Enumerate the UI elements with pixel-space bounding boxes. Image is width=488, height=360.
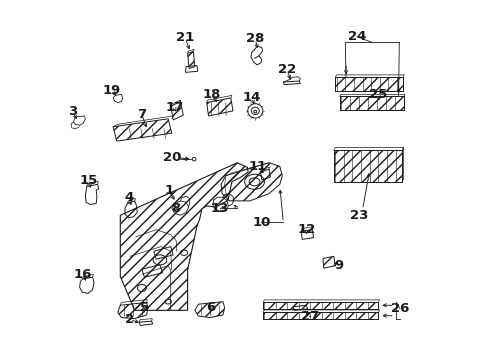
Text: 17: 17 (165, 101, 183, 114)
Text: 23: 23 (349, 209, 367, 222)
Text: 15: 15 (80, 174, 98, 187)
Text: 27: 27 (300, 310, 319, 323)
Text: 26: 26 (390, 302, 408, 315)
Text: 11: 11 (248, 160, 267, 173)
Text: 14: 14 (242, 91, 261, 104)
Text: 5: 5 (140, 301, 149, 314)
Text: 6: 6 (206, 301, 215, 314)
Text: 12: 12 (297, 223, 315, 236)
Text: 24: 24 (347, 30, 365, 43)
Text: 10: 10 (252, 216, 270, 229)
Text: 2: 2 (125, 313, 134, 326)
Text: 20: 20 (162, 151, 181, 164)
Text: 4: 4 (123, 191, 133, 204)
Text: 7: 7 (137, 108, 146, 121)
Text: 18: 18 (202, 88, 220, 101)
Text: 16: 16 (74, 268, 92, 281)
Text: 9: 9 (334, 259, 343, 272)
Text: 28: 28 (245, 32, 264, 45)
Text: 8: 8 (170, 202, 180, 215)
Text: 3: 3 (68, 105, 77, 118)
Text: 25: 25 (368, 88, 387, 101)
Text: 13: 13 (210, 202, 229, 215)
Text: 1: 1 (164, 184, 173, 197)
Text: 21: 21 (176, 31, 194, 44)
Text: 19: 19 (102, 84, 121, 97)
Text: 22: 22 (277, 63, 296, 76)
